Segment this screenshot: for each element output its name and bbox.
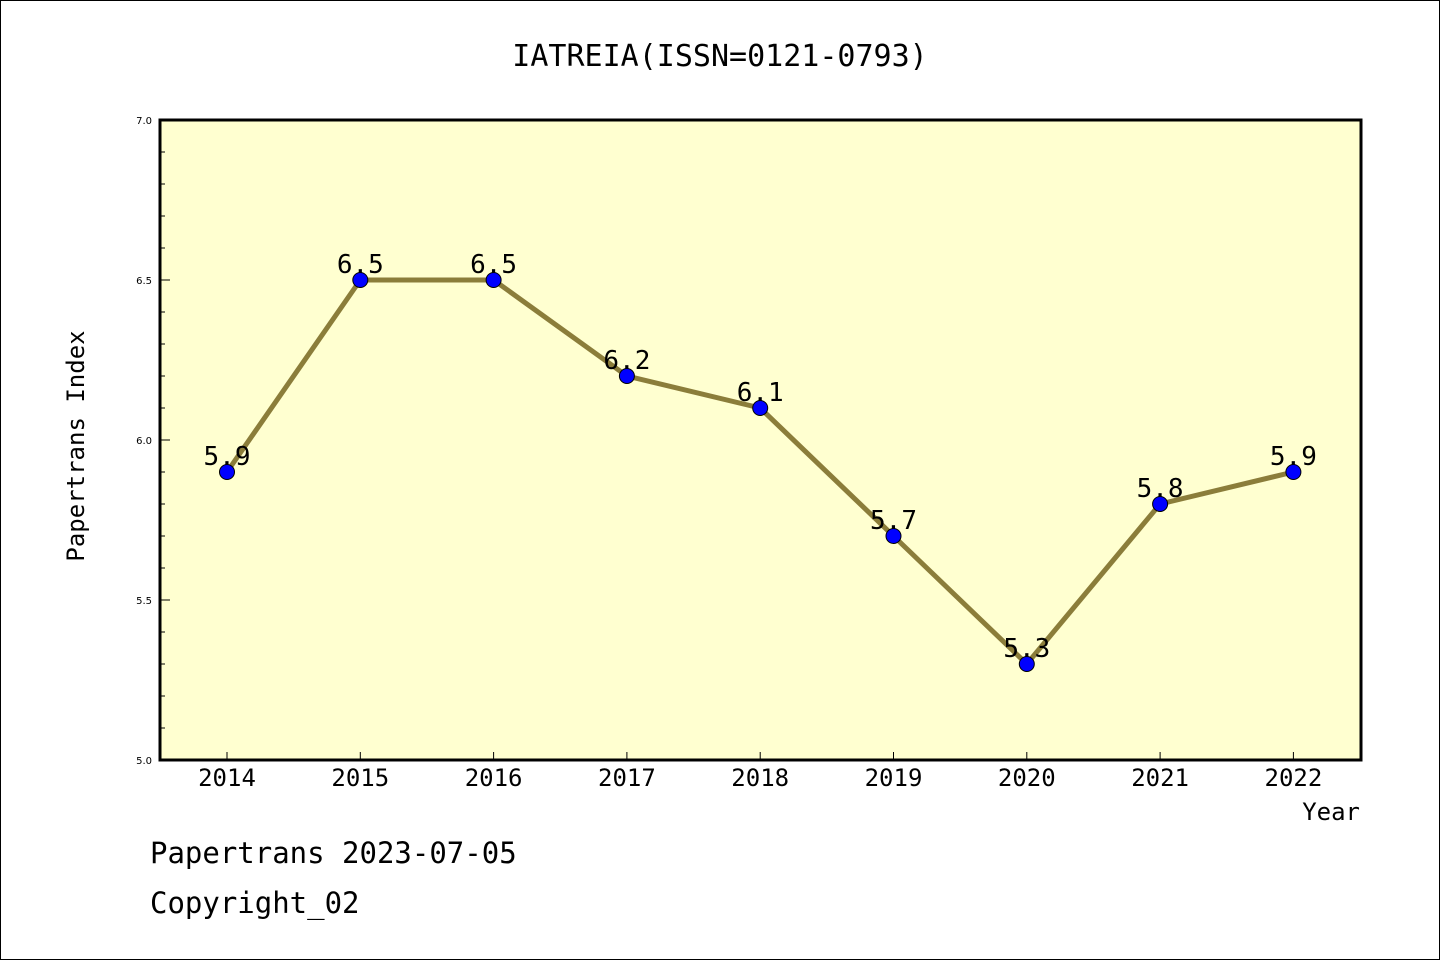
data-points — [219, 272, 1302, 672]
footer-date: Papertrans 2023-07-05 — [150, 836, 517, 870]
data-point — [1018, 656, 1035, 672]
data-point — [1285, 464, 1302, 480]
y-tick-label: 5.0 — [136, 756, 152, 767]
data-point — [485, 272, 502, 288]
data-labels: 5.9 6.5 6.5 6.2 6.1 5.7 5.3 5.8 5.9 — [204, 250, 1317, 664]
x-tick-label: 2022 — [1265, 764, 1323, 792]
data-label: 6.5 — [470, 250, 517, 280]
data-label: 6.1 — [737, 378, 784, 408]
x-tick-label: 2015 — [331, 764, 389, 792]
y-axis-label: Papertrans Index — [62, 330, 90, 561]
x-axis: 2014 2015 2016 2017 2018 2019 2020 2021 2022 — [198, 752, 1322, 792]
chart-title: IATREIA(ISSN=0121-0793) — [512, 39, 927, 74]
data-label: 6.2 — [603, 346, 650, 376]
y-tick-label: 5.5 — [136, 596, 152, 607]
data-point — [1152, 496, 1169, 512]
x-tick-label: 2021 — [1131, 764, 1189, 792]
y-tick-label: 6.5 — [136, 276, 152, 287]
data-label: 6.5 — [337, 250, 384, 280]
plot-area — [158, 118, 1363, 762]
x-tick-label: 2017 — [598, 764, 656, 792]
y-axis: 5.0 5.5 6.0 6.5 7.0 — [136, 116, 170, 767]
y-tick-label: 6.0 — [136, 436, 152, 447]
x-axis-label: Year — [1302, 798, 1360, 826]
x-tick-label: 2018 — [731, 764, 789, 792]
footer-copyright: Copyright_02 — [150, 886, 360, 920]
data-label: 5.9 — [204, 442, 251, 472]
data-point — [885, 528, 902, 544]
x-tick-label: 2019 — [865, 764, 923, 792]
data-point — [352, 272, 369, 288]
data-point — [219, 464, 235, 480]
x-tick-label: 2014 — [198, 764, 256, 792]
data-label: 5.9 — [1270, 442, 1317, 472]
data-point — [618, 368, 635, 384]
data-point — [752, 400, 769, 416]
x-tick-label: 2020 — [998, 764, 1056, 792]
y-tick-label: 7.0 — [136, 116, 152, 127]
data-label: 5.3 — [1003, 634, 1050, 664]
data-label: 5.7 — [870, 506, 917, 536]
data-label: 5.8 — [1137, 474, 1184, 504]
x-tick-label: 2016 — [465, 764, 523, 792]
